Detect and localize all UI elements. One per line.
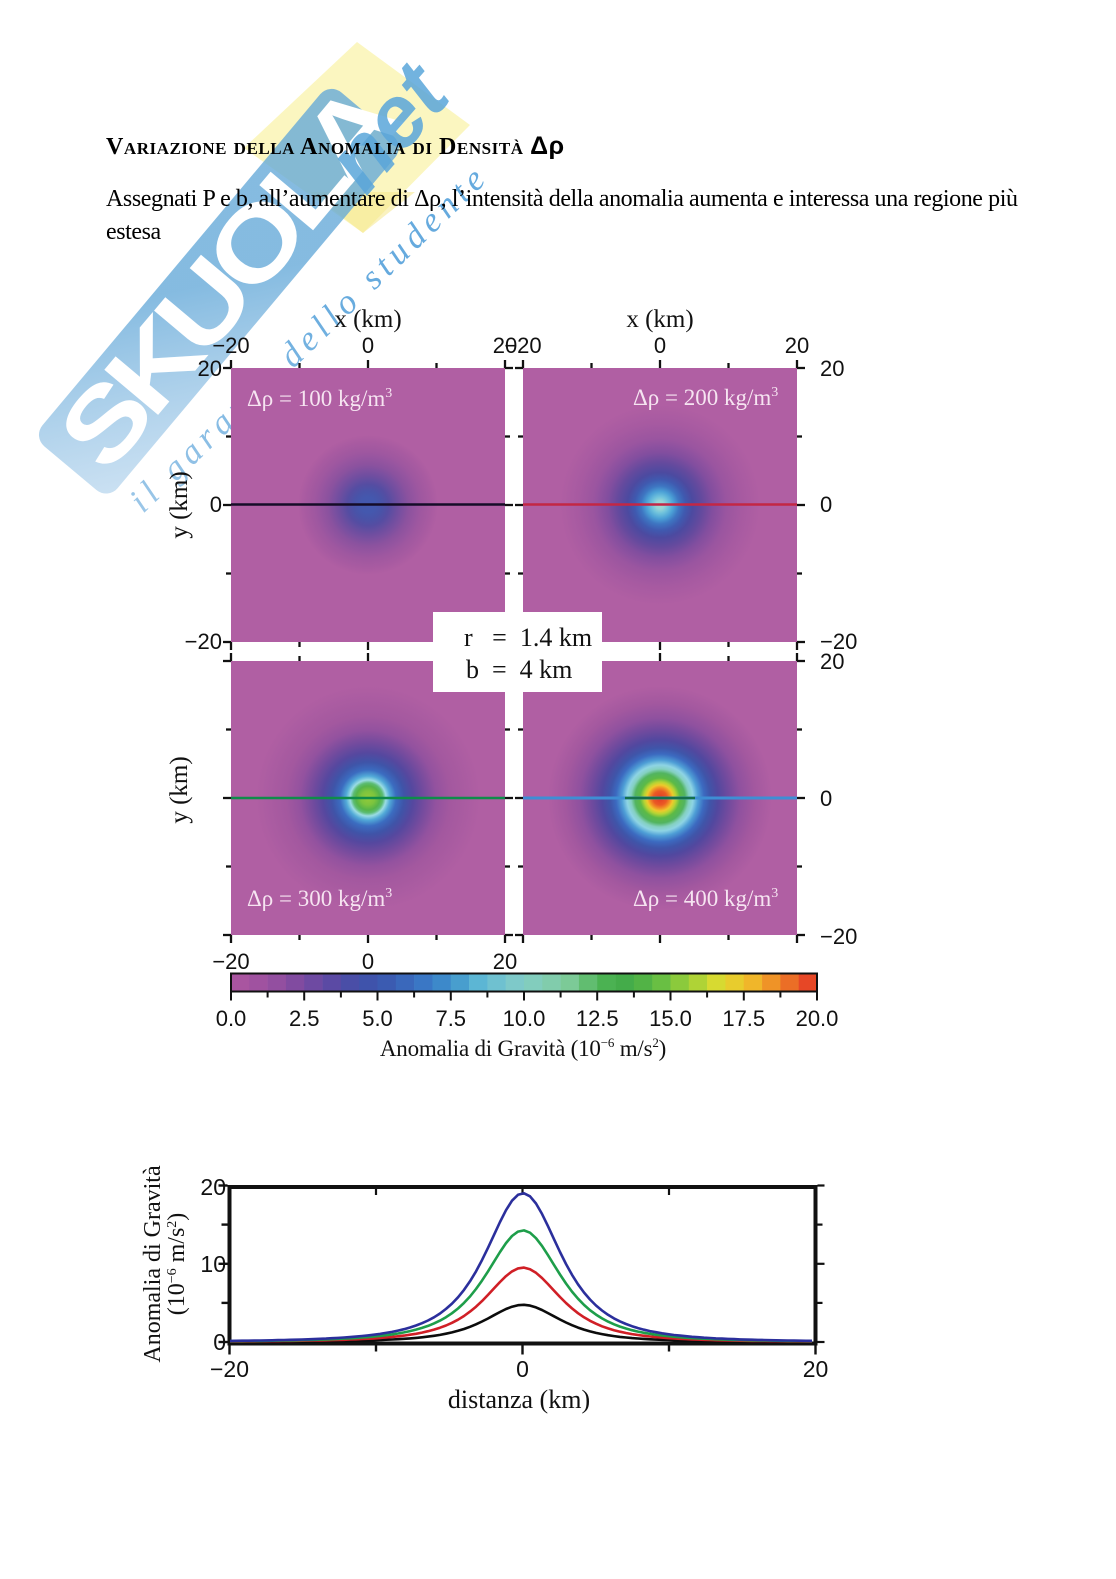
svg-text:Δρ = 300 kg/m3: Δρ = 300 kg/m3 [247,886,392,911]
svg-text:−20: −20 [504,333,541,358]
svg-text:−20: −20 [212,333,249,358]
svg-text:20.0: 20.0 [796,1006,839,1031]
svg-text:20: 20 [200,1174,226,1200]
svg-text:−20: −20 [212,949,249,974]
svg-text:0: 0 [362,333,374,358]
svg-text:10.0: 10.0 [503,1006,546,1031]
svg-text:Anomalia di Gravità: Anomalia di Gravità [140,1165,166,1363]
svg-text:Δρ = 200 kg/m3: Δρ = 200 kg/m3 [633,385,778,410]
svg-text:b = 4 km: b = 4 km [466,655,572,684]
svg-text:(10−6 m/s2): (10−6 m/s2) [164,1213,190,1316]
svg-text:20: 20 [493,949,517,974]
svg-text:0: 0 [210,492,222,517]
svg-text:0.0: 0.0 [216,1006,247,1031]
svg-text:−20: −20 [210,1356,249,1382]
svg-text:−20: −20 [820,924,857,949]
svg-text:20: 20 [493,333,517,358]
svg-text:15.0: 15.0 [649,1006,692,1031]
svg-text:−20: −20 [185,629,222,654]
svg-text:Anomalia di Gravità (10−6 m/s2: Anomalia di Gravità (10−6 m/s2) [380,1035,666,1061]
svg-text:0: 0 [820,786,832,811]
svg-text:10: 10 [200,1251,226,1277]
svg-text:y (km): y (km) [166,756,193,823]
svg-text:5.0: 5.0 [362,1006,393,1031]
svg-text:distanza (km): distanza (km) [448,1385,590,1414]
svg-text:r = 1.4 km: r = 1.4 km [464,623,592,652]
svg-text:17.5: 17.5 [722,1006,765,1031]
svg-text:x (km): x (km) [626,306,693,333]
svg-text:0: 0 [820,492,832,517]
svg-text:7.5: 7.5 [435,1006,466,1031]
svg-text:2.5: 2.5 [289,1006,320,1031]
svg-text:20: 20 [820,356,844,381]
svg-text:−20: −20 [820,629,857,654]
svg-text:0: 0 [362,949,374,974]
svg-text:x (km): x (km) [334,306,401,333]
svg-text:Δρ = 100 kg/m3: Δρ = 100 kg/m3 [247,386,392,411]
svg-text:20: 20 [803,1356,829,1382]
svg-text:20: 20 [198,356,222,381]
svg-text:Δρ = 400 kg/m3: Δρ = 400 kg/m3 [633,886,778,911]
svg-text:0: 0 [516,1356,529,1382]
svg-text:20: 20 [785,333,809,358]
svg-text:0: 0 [213,1329,226,1355]
svg-text:y (km): y (km) [166,471,193,538]
svg-text:12.5: 12.5 [576,1006,619,1031]
svg-text:0: 0 [654,333,666,358]
svg-text:20: 20 [820,649,844,674]
